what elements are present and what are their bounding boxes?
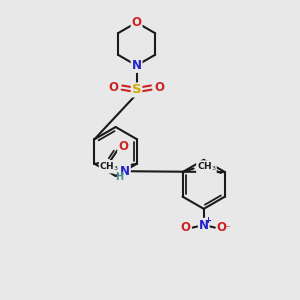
- Text: ⁻: ⁻: [225, 224, 231, 234]
- Text: CH$_3$: CH$_3$: [196, 161, 216, 173]
- Text: O: O: [154, 81, 164, 94]
- Text: CH: CH: [105, 162, 119, 171]
- Text: N: N: [132, 59, 142, 72]
- Text: H: H: [115, 172, 123, 182]
- Text: O: O: [109, 81, 119, 94]
- Text: O: O: [118, 140, 128, 153]
- Text: +: +: [204, 216, 211, 225]
- Text: N: N: [120, 165, 130, 178]
- Text: N: N: [199, 219, 209, 232]
- Text: O: O: [132, 16, 142, 29]
- Text: S: S: [132, 83, 141, 97]
- Text: CH$_3$: CH$_3$: [99, 160, 119, 173]
- Text: O: O: [217, 221, 227, 234]
- Text: O: O: [181, 221, 191, 234]
